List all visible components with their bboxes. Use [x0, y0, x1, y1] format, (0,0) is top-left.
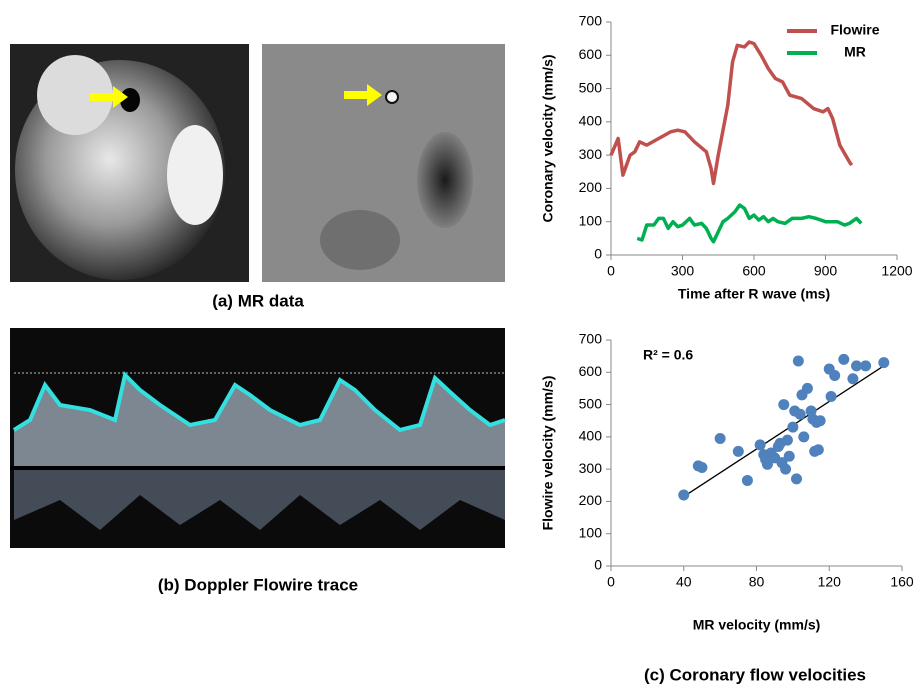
scatter-point	[741, 474, 753, 486]
scatter-point	[829, 370, 841, 382]
scatter-point	[838, 353, 850, 365]
y-tick-label: 600	[579, 46, 603, 62]
x-tick-label: 160	[890, 574, 914, 590]
scatter-point	[732, 445, 744, 457]
y-tick-label: 0	[594, 557, 602, 573]
x-axis-label: MR velocity (mm/s)	[693, 617, 821, 633]
y-tick-label: 200	[579, 492, 603, 508]
y-tick-label: 500	[579, 395, 603, 411]
scatter-point	[825, 391, 837, 402]
scatter-point	[714, 432, 726, 444]
y-tick-label: 0	[594, 246, 602, 262]
scatter-point	[812, 444, 824, 456]
line-series	[636, 203, 863, 244]
scatter-point	[787, 421, 799, 433]
y-tick-label: 300	[579, 460, 603, 476]
x-tick-label: 0	[607, 263, 615, 279]
doppler-image	[10, 328, 506, 548]
y-tick-label: 300	[579, 146, 603, 162]
scatter-point	[761, 458, 773, 470]
scatter-point	[851, 360, 863, 372]
y-tick-label: 600	[579, 363, 603, 379]
line-series	[609, 40, 854, 186]
x-tick-label: 120	[818, 574, 842, 590]
x-tick-label: 1200	[881, 263, 912, 279]
scatter-point	[783, 450, 795, 462]
scatter-point	[696, 462, 708, 474]
y-tick-label: 100	[579, 212, 603, 228]
x-tick-label: 600	[742, 263, 766, 279]
y-axis-label: Flowire velocity (mm/s)	[540, 376, 556, 531]
scatter-point	[778, 399, 790, 411]
y-tick-label: 500	[579, 79, 603, 95]
x-axis-label: Time after R wave (ms)	[678, 286, 830, 302]
caption: (a) MR data	[212, 291, 304, 310]
mr-magnitude-image	[10, 44, 249, 282]
scatter-point	[860, 360, 872, 372]
legend-label: Flowire	[830, 22, 879, 38]
trendline	[683, 365, 885, 498]
y-tick-label: 200	[579, 179, 603, 195]
scatter-point	[780, 463, 792, 475]
x-tick-label: 0	[607, 574, 615, 590]
y-tick-label: 100	[579, 524, 603, 540]
mr-phase-image	[262, 44, 505, 282]
scatter-point	[781, 434, 793, 446]
caption: (c) Coronary flow velocities	[644, 665, 866, 684]
scatter-point	[798, 431, 810, 443]
caption: (b) Doppler Flowire trace	[158, 575, 358, 594]
y-tick-label: 700	[579, 331, 603, 347]
x-tick-label: 900	[814, 263, 838, 279]
scatter-point	[792, 355, 804, 367]
x-tick-label: 40	[676, 574, 692, 590]
scatter-point	[814, 415, 826, 427]
scatter-point	[801, 382, 813, 394]
scatter-point	[791, 473, 803, 485]
x-tick-label: 300	[671, 263, 695, 279]
legend-label: MR	[844, 44, 866, 60]
y-tick-label: 400	[579, 428, 603, 444]
scatter-point	[878, 357, 890, 369]
annotation: R² = 0.6	[643, 347, 693, 363]
y-axis-label: Coronary velocity (mm/s)	[540, 54, 556, 222]
scatter-point	[754, 439, 766, 451]
y-tick-label: 700	[579, 13, 603, 29]
scatter-point	[794, 408, 806, 420]
scatter-point	[678, 489, 690, 501]
scatter-point	[847, 373, 859, 385]
y-tick-label: 400	[579, 113, 603, 129]
x-tick-label: 80	[749, 574, 765, 590]
